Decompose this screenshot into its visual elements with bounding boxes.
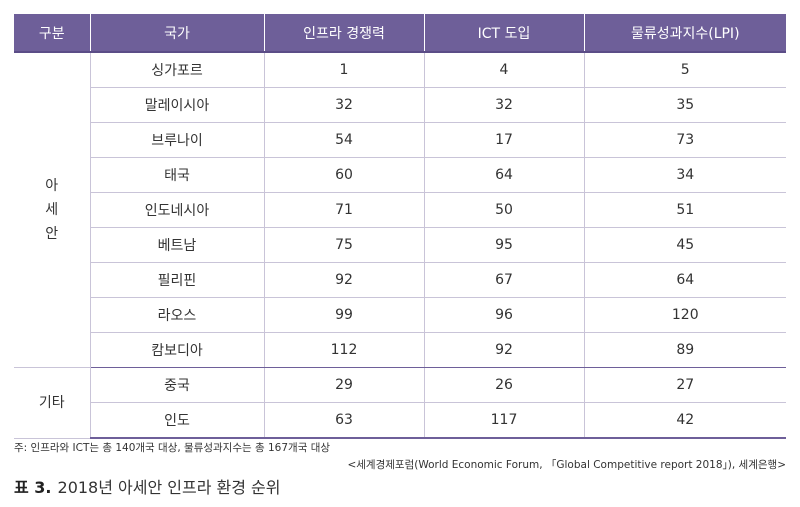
group-label-char: 세 [45,202,59,218]
source-citation: <세계경제포럼(World Economic Forum, 「Global Co… [347,459,786,471]
ict-rank-cell: 96 [423,297,584,333]
infra-rank-cell: 112 [263,332,424,368]
country-cell: 라오스 [89,297,264,333]
table-row: 기타 중국 29 26 27 [14,367,786,439]
infra-rank-cell: 75 [263,227,424,263]
group-label-char: 아 [45,178,59,194]
country-cell: 베트남 [89,227,264,263]
caption-number: 표 3. [14,478,52,497]
ict-rank-cell: 50 [423,192,584,228]
table-row: 캄보디아 112 92 89 [14,332,786,368]
ict-rank-cell: 64 [423,157,584,193]
infra-rank-cell: 71 [263,192,424,228]
country-cell: 인도 [89,402,264,439]
lpi-rank-cell: 120 [583,297,786,333]
table-row: 말레이시아 32 32 35 [14,87,786,123]
table-row: 필리핀 92 67 64 [14,262,786,298]
lpi-rank-cell: 73 [583,122,786,158]
caption-title: 2018년 아세안 인프라 환경 순위 [57,478,281,497]
ict-rank-cell: 92 [423,332,584,368]
infra-rank-cell: 60 [263,157,424,193]
ict-rank-cell: 4 [423,52,584,88]
lpi-rank-cell: 5 [583,52,786,88]
table-header: 구분 국가 인프라 경쟁력 ICT 도입 물류성과지수(LPI) [14,14,786,52]
lpi-rank-cell: 35 [583,87,786,123]
group-label-asean: 아 세 안 [14,52,90,368]
country-cell: 싱가포르 [89,52,264,88]
header-category: 구분 [14,14,90,52]
infra-rank-cell: 63 [263,402,424,439]
table-row: 베트남 75 95 45 [14,227,786,263]
table-body: 아 세 안 싱가포르 1 4 5 말레이시아 32 32 35 브루나이 54 … [14,52,786,439]
infra-rank-cell: 32 [263,87,424,123]
country-cell: 말레이시아 [89,87,264,123]
table-row: 브루나이 54 17 73 [14,122,786,158]
lpi-rank-cell: 45 [583,227,786,263]
group-label-other: 기타 [14,367,90,439]
country-cell: 중국 [89,367,264,403]
lpi-rank-cell: 51 [583,192,786,228]
ict-rank-cell: 26 [423,367,584,403]
lpi-rank-cell: 42 [583,402,786,439]
ict-rank-cell: 17 [423,122,584,158]
infra-rank-cell: 29 [263,367,424,403]
lpi-rank-cell: 27 [583,367,786,403]
table-row: 인도네시아 71 50 51 [14,192,786,228]
infra-rank-cell: 92 [263,262,424,298]
lpi-rank-cell: 64 [583,262,786,298]
group-label-char: 기타 [38,394,65,411]
header-ict: ICT 도입 [423,14,584,52]
ranking-table: 구분 국가 인프라 경쟁력 ICT 도입 물류성과지수(LPI) 아 세 안 싱… [14,14,786,439]
header-lpi: 물류성과지수(LPI) [583,14,786,52]
table-row: 라오스 99 96 120 [14,297,786,333]
infra-rank-cell: 99 [263,297,424,333]
lpi-rank-cell: 34 [583,157,786,193]
country-cell: 태국 [89,157,264,193]
ict-rank-cell: 95 [423,227,584,263]
country-cell: 인도네시아 [89,192,264,228]
table-row: 인도 63 117 42 [14,402,786,439]
ict-rank-cell: 67 [423,262,584,298]
ict-rank-cell: 117 [423,402,584,439]
table-caption: 표 3. 2018년 아세안 인프라 환경 순위 [14,474,281,498]
table-row: 태국 60 64 34 [14,157,786,193]
lpi-rank-cell: 89 [583,332,786,368]
table-note: 주: 인프라와 ICT는 총 140개국 대상, 물류성과지수는 총 167개국… [14,442,331,454]
header-infrastructure: 인프라 경쟁력 [263,14,424,52]
infra-rank-cell: 54 [263,122,424,158]
table-row: 아 세 안 싱가포르 1 4 5 [14,52,786,368]
ict-rank-cell: 32 [423,87,584,123]
country-cell: 필리핀 [89,262,264,298]
header-country: 국가 [89,14,264,52]
infra-rank-cell: 1 [263,52,424,88]
group-label-char: 안 [45,226,59,242]
country-cell: 브루나이 [89,122,264,158]
header-row: 구분 국가 인프라 경쟁력 ICT 도입 물류성과지수(LPI) [14,14,786,52]
country-cell: 캄보디아 [89,332,264,368]
